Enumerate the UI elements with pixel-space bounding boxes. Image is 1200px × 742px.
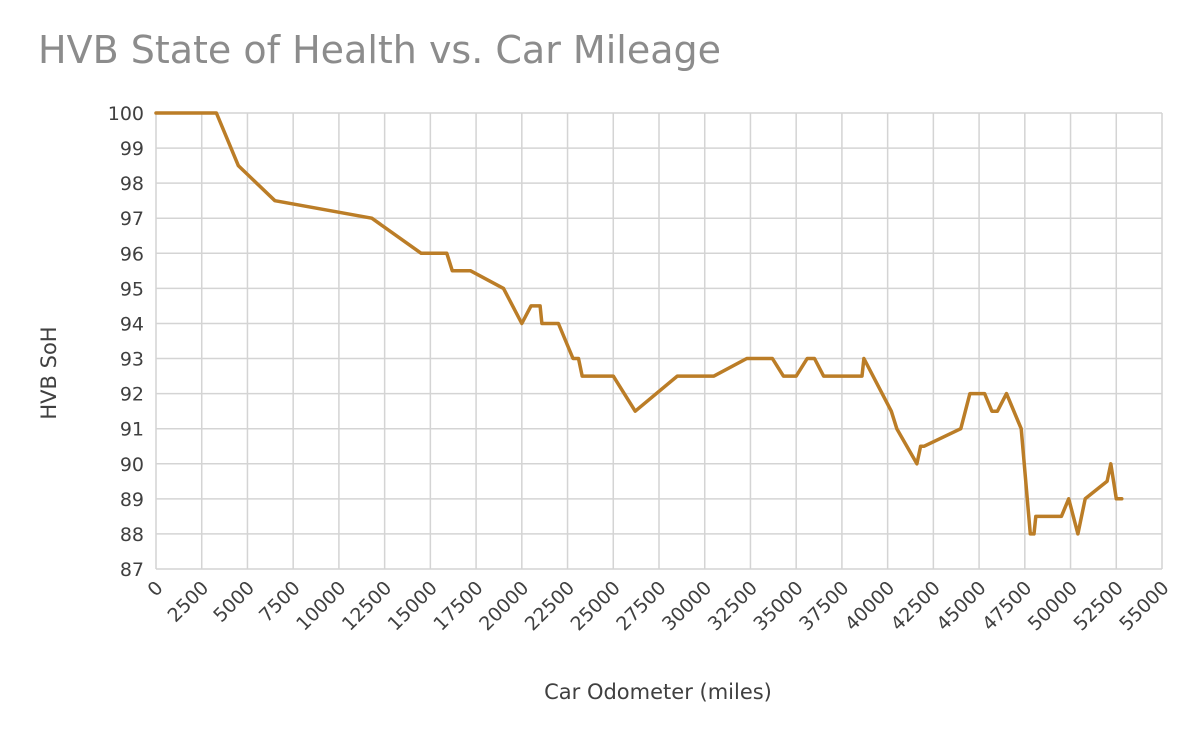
y-tick-label: 98	[120, 173, 144, 195]
y-tick-label: 100	[108, 103, 144, 125]
y-tick-label: 91	[120, 419, 144, 441]
x-tick-label: 32500	[704, 577, 762, 635]
x-tick-label: 40000	[841, 577, 899, 635]
x-tick-label: 12500	[338, 577, 396, 635]
y-tick-label: 97	[120, 208, 144, 230]
y-tick-label: 95	[120, 278, 144, 300]
y-tick-label: 88	[120, 524, 144, 546]
x-axis-title: Car Odometer (miles)	[544, 680, 772, 704]
x-tick-label: 5000	[209, 577, 259, 627]
x-tick-label: 50000	[1024, 577, 1082, 635]
x-tick-label: 35000	[749, 577, 807, 635]
gridlines	[155, 112, 1163, 570]
x-tick-label: 2500	[164, 577, 214, 627]
x-axis-tick-labels: 0250050007500100001250015000175002000022…	[143, 577, 1173, 635]
x-tick-label: 30000	[658, 577, 716, 635]
x-tick-label: 47500	[978, 577, 1036, 635]
y-tick-label: 93	[120, 349, 144, 371]
y-tick-label: 99	[120, 138, 144, 160]
y-tick-label: 87	[120, 559, 144, 581]
x-tick-label: 45000	[932, 577, 990, 635]
x-tick-label: 55000	[1115, 577, 1173, 635]
x-tick-label: 15000	[384, 577, 442, 635]
x-tick-label: 17500	[429, 577, 487, 635]
y-tick-label: 89	[120, 489, 144, 511]
series-layer	[154, 111, 1124, 536]
x-tick-label: 52500	[1070, 577, 1128, 635]
y-axis-title: HVB SoH	[37, 326, 61, 419]
x-tick-label: 25000	[567, 577, 625, 635]
y-tick-label: 96	[120, 243, 144, 265]
x-tick-label: 37500	[795, 577, 853, 635]
series-line-0	[154, 111, 1124, 536]
y-tick-label: 92	[120, 384, 144, 406]
y-axis-tick-labels: 87 88 89 90 91 92 93 94 95 96 97 98 99 100	[108, 103, 144, 581]
x-tick-label: 20000	[475, 577, 533, 635]
x-tick-label: 10000	[292, 577, 350, 635]
y-tick-label: 90	[120, 454, 144, 476]
x-tick-label: 42500	[887, 577, 945, 635]
x-tick-label: 0	[143, 577, 167, 601]
y-tick-label: 94	[120, 313, 144, 335]
chart-title: HVB State of Health vs. Car Mileage	[38, 28, 721, 72]
x-tick-label: 27500	[612, 577, 670, 635]
x-tick-label: 22500	[521, 577, 579, 635]
